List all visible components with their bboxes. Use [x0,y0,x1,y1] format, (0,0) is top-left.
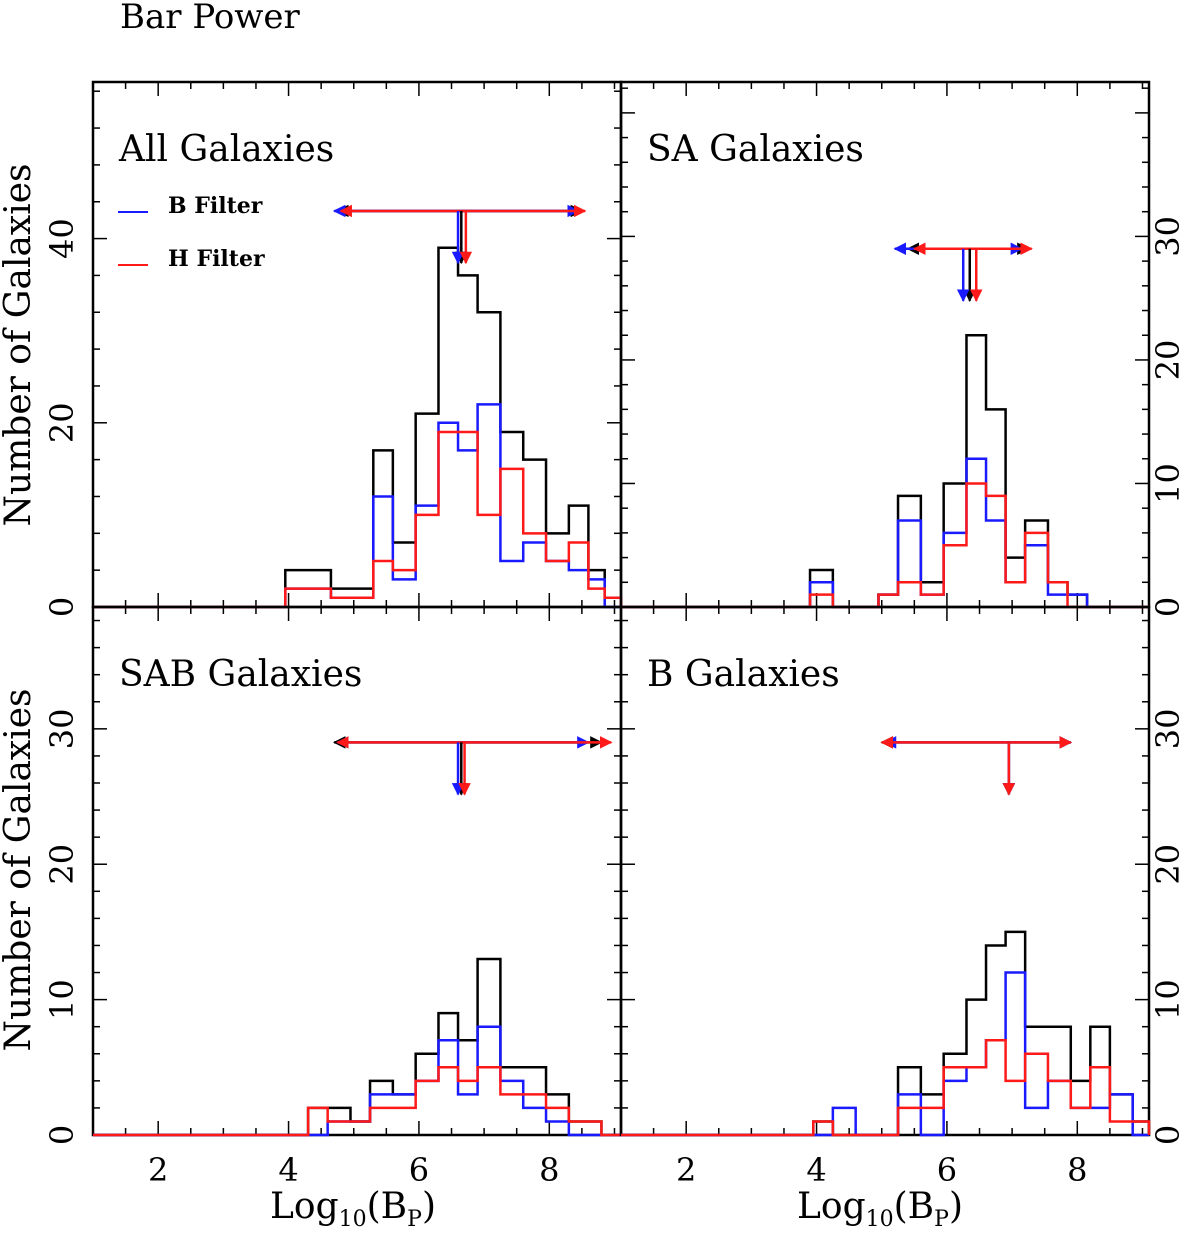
x-tick-label: 2 [148,1151,168,1189]
histogram-all [93,957,621,1137]
histogram-h-filter [621,482,1149,609]
histogram-b-filter [93,403,621,609]
xlabel-log: Log [270,1186,339,1227]
y-tick-label: 10 [43,979,81,1020]
histogram-h-filter [93,430,623,609]
xlabel-log: Log [797,1186,866,1227]
y-tick-label: 0 [1149,1125,1187,1145]
figure-title: Bar Power [120,0,301,37]
x-axis-label-right: Log10(BP) [797,1186,963,1232]
y-tick-label: 20 [1149,844,1187,885]
x-tick-label: 8 [539,1151,559,1189]
y-tick-label: 20 [43,844,81,885]
y-tick-label: 0 [1149,597,1187,617]
panel-title: B Galaxies [647,654,840,695]
histogram-b-filter [621,457,1149,609]
y-tick-label: 40 [43,218,81,259]
y-axis-label-bottom: Number of Galaxies [0,688,39,1051]
histogram-h-filter [93,1066,621,1137]
y-tick-label: 10 [1149,979,1187,1020]
legend: B Filter H Filter [118,193,265,272]
xlabel-paren-sub: P [934,1207,949,1232]
x-tick-label: 2 [676,1151,696,1189]
xlabel-close: ) [422,1186,436,1227]
xlabel-sub: 10 [866,1207,894,1232]
x-tick-label: 4 [806,1151,826,1189]
svg-text:Log10(BP): Log10(BP) [797,1186,963,1232]
xlabel-paren: (B [894,1186,935,1227]
xlabel-close: ) [949,1186,963,1227]
histogram-b-filter [93,1025,621,1137]
y-tick-label: 30 [43,708,81,749]
y-tick-label: 0 [43,1125,81,1145]
x-tick-label: 6 [409,1151,429,1189]
panel-title: SA Galaxies [647,129,864,170]
y-tick-label: 20 [1149,340,1187,381]
panel-all-galaxies: 0 20 40 All Galaxies [43,80,623,617]
x-axis-label-left: Log10(BP) [270,1186,436,1232]
xlabel-paren: (B [367,1186,408,1227]
y-tick-label: 30 [1149,216,1187,257]
x-tick-label: 8 [1067,1151,1087,1189]
x-tick-label: 6 [937,1151,957,1189]
y-tick-label: 30 [1149,708,1187,749]
histogram-all [621,333,1149,609]
legend-h-label: H Filter [168,246,265,272]
histogram-all [93,246,623,609]
y-tick-label: 10 [1149,463,1187,504]
y-axis-label-top: Number of Galaxies [0,163,39,526]
panel-sa-galaxies: 0 10 20 30 SA Galaxies [619,80,1187,617]
x-tick-label: 4 [278,1151,298,1189]
legend-b-label: B Filter [168,193,263,219]
xlabel-sub: 10 [339,1207,367,1232]
xlabel-paren-sub: P [407,1207,422,1232]
y-tick-label: 0 [43,597,81,617]
y-tick-label: 20 [43,402,81,443]
svg-text:Log10(BP): Log10(BP) [270,1186,436,1232]
panel-sab-galaxies: 2 4 6 8 0 10 20 30 SAB Galaxies [43,605,623,1189]
panel-title: All Galaxies [118,129,334,170]
histogram-h-filter [621,1038,1151,1137]
panel-title: SAB Galaxies [119,654,362,695]
panel-b-galaxies: 2 4 6 8 0 10 20 30 B Galaxies [619,605,1187,1189]
